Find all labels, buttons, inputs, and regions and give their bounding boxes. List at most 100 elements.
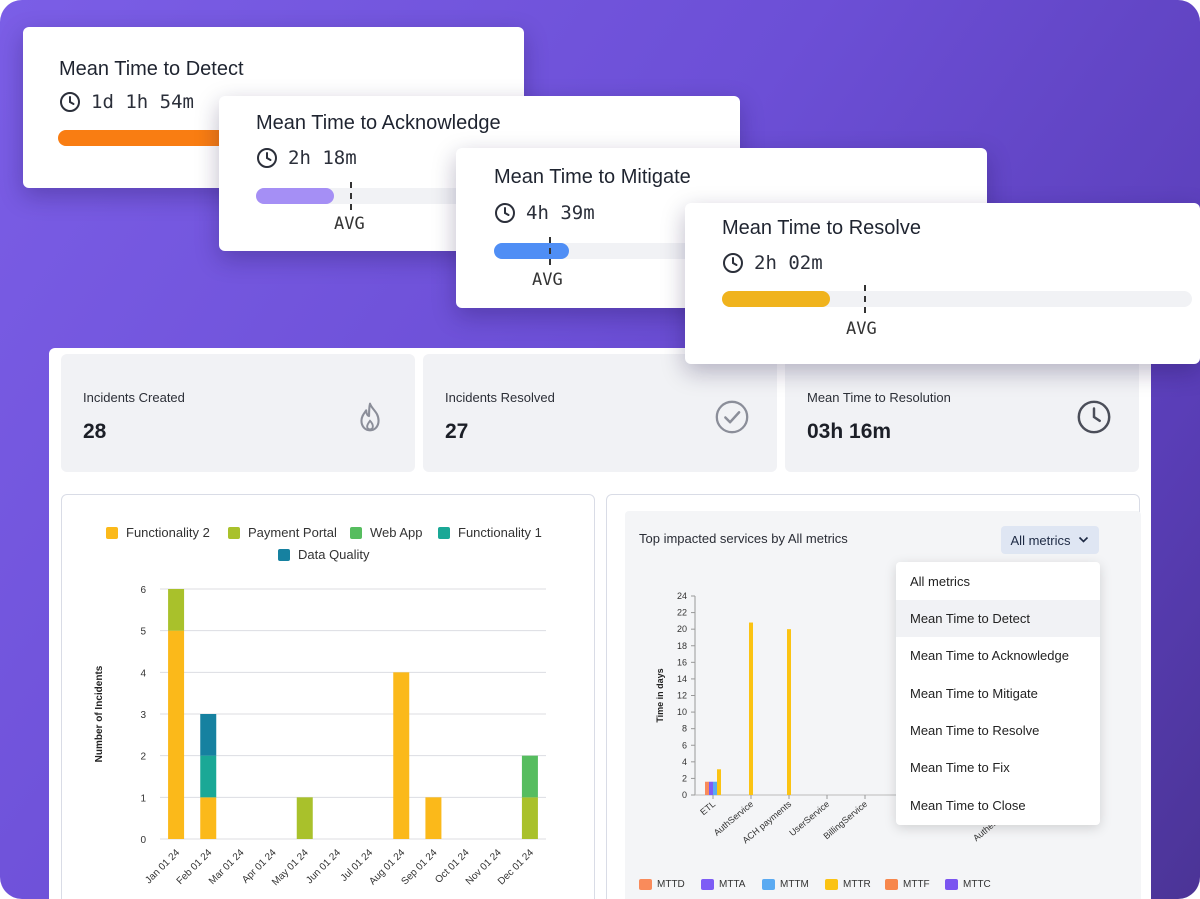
bar [705, 781, 709, 795]
legend-item[interactable]: Data Quality [278, 547, 370, 562]
y-tick-label: 18 [677, 641, 687, 651]
stat-label: Mean Time to Resolution [807, 390, 951, 405]
y-tick-label: 0 [140, 835, 146, 846]
metric-value: 1d 1h 54m [59, 91, 194, 113]
y-tick-label: 3 [140, 710, 146, 721]
y-tick-label: 16 [677, 657, 687, 667]
bar [787, 629, 791, 795]
legend-swatch [825, 879, 838, 890]
bar [709, 781, 713, 795]
metric-progress-fill [256, 188, 335, 204]
flame-icon [360, 402, 380, 432]
legend-label: Payment Portal [248, 525, 337, 540]
metric-value: 2h 02m [722, 252, 823, 274]
legend-item[interactable]: Web App [350, 525, 423, 540]
legend-label: MTTA [719, 879, 746, 890]
metric-title: Mean Time to Acknowledge [256, 112, 501, 134]
y-tick-label: 4 [140, 668, 146, 679]
menu-item-mean-time-to-close[interactable]: Mean Time to Close [910, 798, 1026, 813]
metric-progress-fill [494, 243, 569, 259]
chart-title: Top impacted services by All metrics [639, 531, 848, 546]
legend-label: Web App [370, 525, 423, 540]
metric-progress-fill [722, 291, 831, 307]
legend-label: Functionality 2 [126, 525, 210, 540]
metric-progress-fill [58, 130, 234, 146]
y-tick-label: 6 [140, 585, 146, 596]
menu-item-mean-time-to-mitigate[interactable]: Mean Time to Mitigate [910, 686, 1038, 701]
check-circle-icon [715, 400, 749, 434]
legend-swatch [228, 526, 240, 539]
menu-item-mean-time-to-acknowledge[interactable]: Mean Time to Acknowledge [910, 648, 1069, 663]
metric-value: 2h 18m [256, 147, 357, 169]
avg-label: AVG [532, 270, 563, 290]
y-tick-label: 1 [140, 793, 146, 804]
legend-swatch [639, 879, 652, 890]
legend-item[interactable]: MTTA [701, 879, 745, 890]
metric-progress-track [722, 291, 1192, 307]
legend-swatch [885, 879, 898, 890]
stat-mean-time-to-resolution: Mean Time to Resolution 03h 16m [785, 354, 1139, 472]
legend-item[interactable]: MTTC [945, 879, 991, 890]
menu-item-mean-time-to-fix[interactable]: Mean Time to Fix [910, 760, 1010, 775]
metric-select-button[interactable]: All metrics [1001, 526, 1099, 554]
y-tick-label: 0 [682, 790, 687, 800]
y-axis-title: Time in days [655, 668, 665, 722]
clock-icon [257, 148, 277, 168]
y-tick-label: 4 [682, 757, 687, 767]
legend-item[interactable]: MTTR [825, 879, 871, 890]
legend-item[interactable]: Payment Portal [228, 525, 337, 540]
incidents-by-service-chart: Functionality 2 Payment Portal Web App F… [61, 494, 595, 899]
clock-icon [495, 203, 515, 223]
bar [749, 622, 753, 795]
bar-segment [296, 797, 313, 839]
avg-marker [350, 182, 352, 210]
legend-swatch [701, 879, 714, 890]
bar-segment [393, 672, 410, 839]
y-tick-label: 8 [682, 724, 687, 734]
bar-segment [200, 755, 217, 798]
menu-item-mean-time-to-resolve[interactable]: Mean Time to Resolve [910, 723, 1040, 738]
stat-label: Incidents Resolved [445, 390, 555, 405]
clock-icon [1077, 400, 1111, 434]
legend-label: Data Quality [298, 547, 370, 562]
y-tick-label: 5 [140, 627, 146, 638]
x-tick-label: Sep 01 24 [400, 847, 440, 887]
metric-value: 4h 39m [494, 202, 595, 224]
avg-label: AVG [846, 319, 877, 339]
x-tick-label: Jun 01 24 [304, 847, 343, 886]
legend-item[interactable]: MTTF [885, 879, 930, 890]
y-tick-label: 2 [140, 752, 146, 763]
legend-item[interactable]: Functionality 2 [106, 525, 210, 540]
stat-incidents-resolved: Incidents Resolved 27 [423, 354, 777, 472]
clock-icon [723, 253, 743, 273]
avg-marker [549, 237, 551, 265]
y-tick-label: 22 [677, 608, 687, 618]
x-tick-label: Dec 01 24 [496, 847, 536, 887]
legend-label: MTTD [657, 879, 685, 890]
metric-value-text: 4h 39m [526, 202, 595, 224]
metric-card-resolve: Mean Time to Resolve 2h 02m AVG [685, 203, 1200, 364]
x-tick-label: ETL [698, 799, 717, 817]
chevron-down-icon [1079, 536, 1089, 543]
menu-item-mean-time-to-detect[interactable]: Mean Time to Detect [896, 600, 1100, 637]
legend-label: MTTF [903, 879, 930, 890]
stat-value: 03h 16m [807, 420, 892, 443]
bar-segment [168, 630, 185, 839]
avg-label: AVG [334, 214, 365, 234]
stat-label: Incidents Created [83, 390, 185, 405]
legend-item[interactable]: MTTM [762, 879, 809, 890]
stat-value: 28 [83, 420, 107, 443]
legend-label: Functionality 1 [458, 525, 542, 540]
legend-label: MTTM [780, 879, 809, 890]
bar-segment [200, 797, 217, 839]
menu-item-all-metrics[interactable]: All metrics [910, 574, 970, 589]
legend-item[interactable]: Functionality 1 [438, 525, 542, 540]
dashboard-panel: Incidents Created 28 Incidents Resolved … [49, 348, 1151, 899]
y-tick-label: 24 [677, 591, 687, 601]
y-tick-label: 6 [682, 740, 687, 750]
legend-swatch [438, 526, 450, 539]
stat-value: 27 [445, 420, 469, 443]
legend-item[interactable]: MTTD [639, 879, 685, 890]
